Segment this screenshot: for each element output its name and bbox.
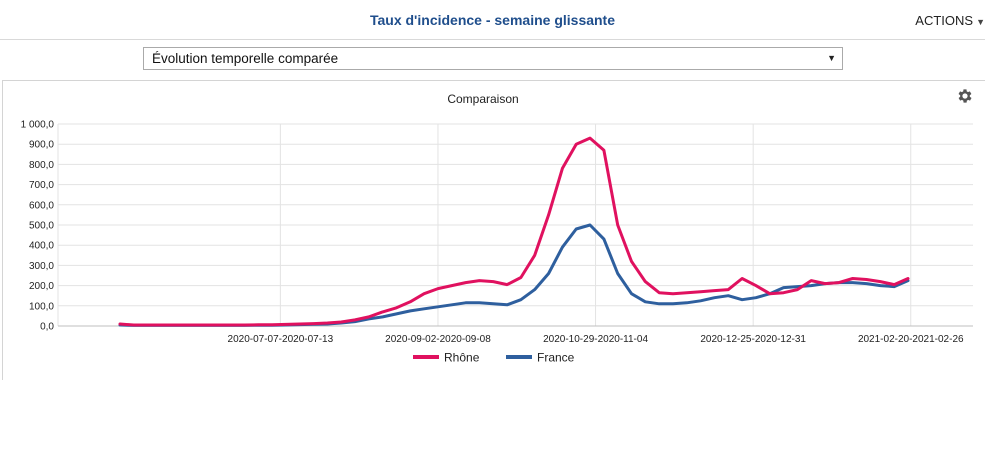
y-tick-label: 0,0 <box>40 322 54 333</box>
x-tick-label: 2020-09-02-2020-09-08 <box>385 334 491 345</box>
x-tick-label: 2020-10-29-2020-11-04 <box>543 334 648 345</box>
view-select-value: Évolution temporelle comparée <box>152 51 339 66</box>
series-line-rhône <box>118 136 910 327</box>
y-tick-label: 300,0 <box>29 261 54 272</box>
legend-item-label[interactable]: France <box>537 351 575 365</box>
actions-label: ACTIONS <box>915 13 974 28</box>
legend-item-label[interactable]: Rhône <box>444 351 480 365</box>
chart-panel <box>2 80 985 380</box>
y-tick-label: 200,0 <box>29 281 54 292</box>
y-tick-label: 400,0 <box>29 241 54 252</box>
view-select[interactable]: Évolution temporelle comparée ▼ <box>143 47 843 70</box>
y-tick-label: 900,0 <box>29 140 54 151</box>
chevron-down-icon: ▼ <box>976 17 985 27</box>
top-bar: Taux d'incidence - semaine glissante ACT… <box>0 0 985 40</box>
caret-down-icon: ▼ <box>827 53 836 63</box>
y-tick-label: 1 000,0 <box>21 120 55 131</box>
y-tick-label: 100,0 <box>29 301 54 312</box>
x-tick-label: 2020-12-25-2020-12-31 <box>700 334 806 345</box>
gear-icon[interactable] <box>956 87 974 105</box>
actions-menu-button[interactable]: ACTIONS ▼ <box>915 13 985 28</box>
series-line-france <box>118 223 910 327</box>
y-tick-label: 700,0 <box>29 180 54 191</box>
y-tick-label: 600,0 <box>29 200 54 211</box>
x-tick-label: 2021-02-20-2021-02-26 <box>858 334 964 345</box>
x-tick-label: 2020-07-07-2020-07-13 <box>228 334 334 345</box>
chart-title: Comparaison <box>447 92 518 106</box>
y-tick-label: 500,0 <box>29 221 54 232</box>
y-tick-label: 800,0 <box>29 160 54 171</box>
page-title: Taux d'incidence - semaine glissante <box>369 12 616 28</box>
